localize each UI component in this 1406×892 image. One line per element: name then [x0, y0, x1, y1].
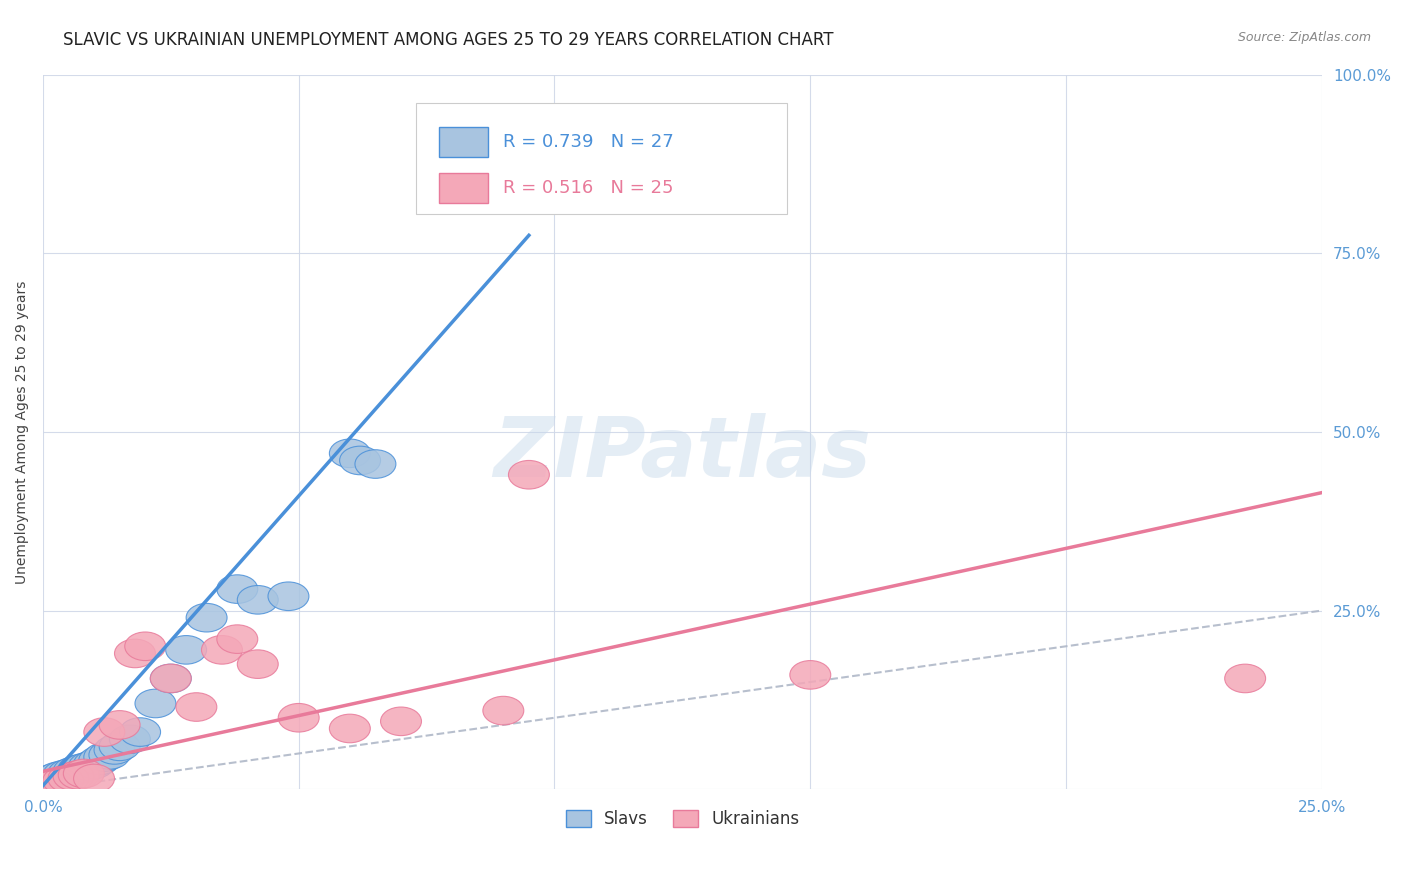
Ellipse shape	[238, 585, 278, 614]
Ellipse shape	[278, 704, 319, 732]
Ellipse shape	[28, 772, 69, 800]
Ellipse shape	[110, 725, 150, 754]
Ellipse shape	[48, 759, 89, 788]
Ellipse shape	[120, 718, 160, 747]
Ellipse shape	[217, 624, 257, 654]
Ellipse shape	[100, 732, 141, 761]
Ellipse shape	[201, 636, 242, 665]
Ellipse shape	[38, 762, 79, 790]
Text: R = 0.739   N = 27: R = 0.739 N = 27	[503, 133, 673, 151]
Ellipse shape	[48, 764, 89, 793]
Ellipse shape	[135, 690, 176, 718]
Ellipse shape	[63, 754, 104, 782]
Ellipse shape	[44, 761, 84, 789]
Ellipse shape	[482, 697, 524, 725]
Ellipse shape	[89, 740, 129, 769]
Text: ZIPatlas: ZIPatlas	[494, 413, 872, 494]
Ellipse shape	[790, 661, 831, 690]
Ellipse shape	[150, 665, 191, 693]
Ellipse shape	[238, 650, 278, 679]
Ellipse shape	[329, 714, 370, 743]
Ellipse shape	[509, 460, 550, 489]
Legend: Slavs, Ukrainians: Slavs, Ukrainians	[560, 803, 806, 835]
Ellipse shape	[381, 707, 422, 736]
Ellipse shape	[186, 603, 226, 632]
Ellipse shape	[125, 632, 166, 661]
Ellipse shape	[73, 750, 114, 779]
Ellipse shape	[176, 693, 217, 722]
Ellipse shape	[114, 640, 156, 668]
Ellipse shape	[217, 574, 257, 603]
FancyBboxPatch shape	[440, 173, 488, 203]
Ellipse shape	[150, 665, 191, 693]
Ellipse shape	[84, 743, 125, 772]
Ellipse shape	[84, 718, 125, 747]
FancyBboxPatch shape	[440, 127, 488, 157]
Y-axis label: Unemployment Among Ages 25 to 29 years: Unemployment Among Ages 25 to 29 years	[15, 280, 30, 583]
FancyBboxPatch shape	[416, 103, 787, 214]
Ellipse shape	[79, 747, 120, 775]
Ellipse shape	[166, 636, 207, 665]
Ellipse shape	[32, 764, 73, 793]
Text: Source: ZipAtlas.com: Source: ZipAtlas.com	[1237, 31, 1371, 45]
Ellipse shape	[58, 755, 100, 783]
Text: SLAVIC VS UKRAINIAN UNEMPLOYMENT AMONG AGES 25 TO 29 YEARS CORRELATION CHART: SLAVIC VS UKRAINIAN UNEMPLOYMENT AMONG A…	[63, 31, 834, 49]
Ellipse shape	[53, 757, 94, 786]
Ellipse shape	[63, 759, 104, 788]
Ellipse shape	[354, 450, 396, 478]
Ellipse shape	[53, 762, 94, 790]
Ellipse shape	[58, 761, 100, 789]
Ellipse shape	[269, 582, 309, 610]
Ellipse shape	[340, 446, 381, 475]
Ellipse shape	[1225, 665, 1265, 693]
Ellipse shape	[44, 766, 84, 795]
Text: R = 0.516   N = 25: R = 0.516 N = 25	[503, 179, 673, 197]
Ellipse shape	[38, 768, 79, 797]
Ellipse shape	[32, 769, 73, 797]
Ellipse shape	[100, 711, 141, 739]
Ellipse shape	[28, 768, 69, 797]
Ellipse shape	[94, 736, 135, 764]
Ellipse shape	[73, 764, 114, 793]
Ellipse shape	[329, 439, 370, 467]
Ellipse shape	[69, 752, 110, 780]
